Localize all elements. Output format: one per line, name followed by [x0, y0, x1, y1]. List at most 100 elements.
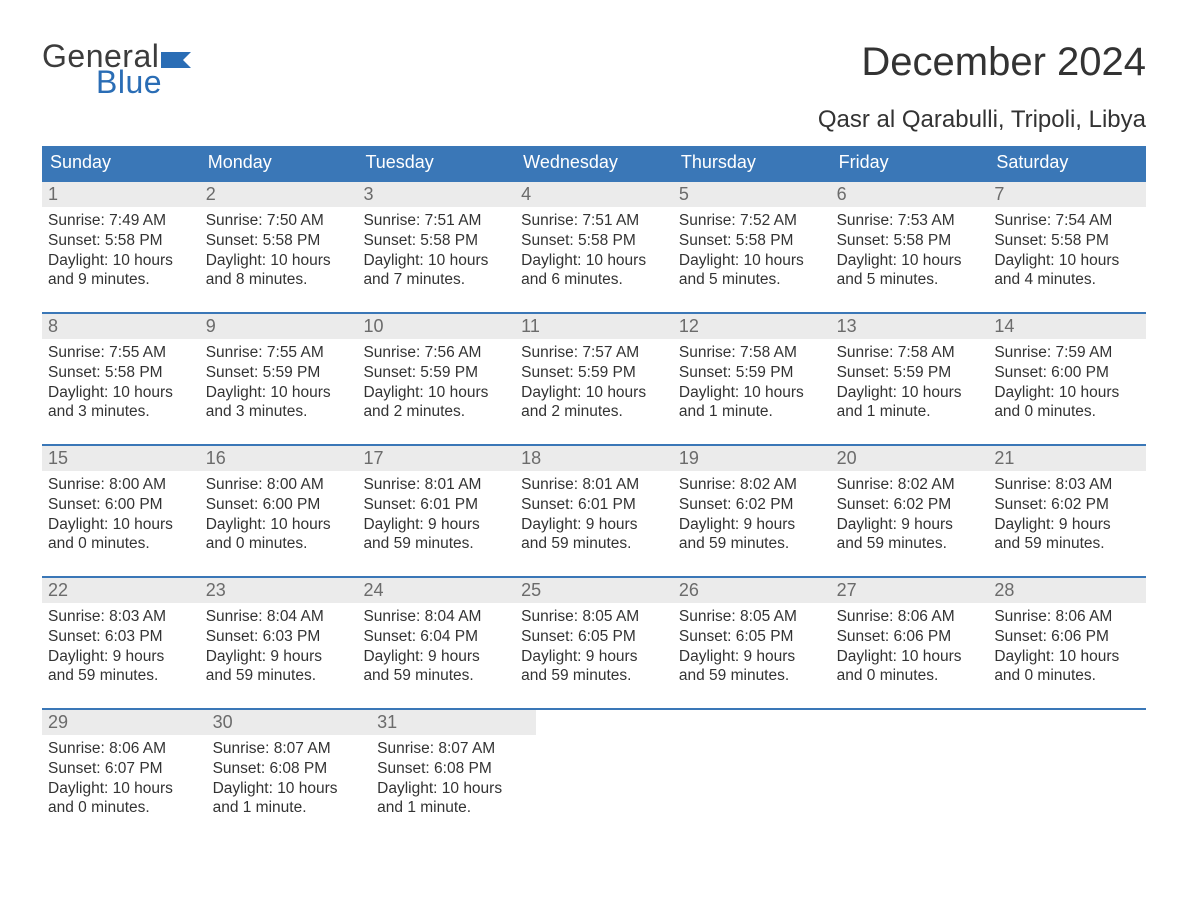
day-d2: and 59 minutes. — [521, 534, 667, 554]
day-number-wrap: 28 — [988, 578, 1146, 603]
day-sunrise: Sunrise: 8:06 AM — [994, 607, 1140, 627]
day-number-wrap: 1 — [42, 182, 200, 207]
day-number-wrap: 12 — [673, 314, 831, 339]
day-d2: and 59 minutes. — [679, 666, 825, 686]
day-number-wrap: 19 — [673, 446, 831, 471]
day-d1: Daylight: 9 hours — [679, 647, 825, 667]
day-cell: 18Sunrise: 8:01 AMSunset: 6:01 PMDayligh… — [515, 446, 673, 562]
weeks-container: 1Sunrise: 7:49 AMSunset: 5:58 PMDaylight… — [42, 180, 1146, 826]
day-sunrise: Sunrise: 8:00 AM — [48, 475, 194, 495]
day-number-wrap: 20 — [831, 446, 989, 471]
day-number: 8 — [48, 316, 194, 337]
day-sunset: Sunset: 5:58 PM — [206, 231, 352, 251]
day-number: 13 — [837, 316, 983, 337]
day-d2: and 1 minute. — [837, 402, 983, 422]
day-number-wrap: 4 — [515, 182, 673, 207]
day-sunrise: Sunrise: 7:53 AM — [837, 211, 983, 231]
day-d2: and 0 minutes. — [48, 534, 194, 554]
day-sunset: Sunset: 5:59 PM — [363, 363, 509, 383]
location: Qasr al Qarabulli, Tripoli, Libya — [42, 106, 1146, 134]
day-sunset: Sunset: 6:00 PM — [206, 495, 352, 515]
weekday-header: Friday — [831, 146, 989, 180]
day-number: 28 — [994, 580, 1140, 601]
week-row: 8Sunrise: 7:55 AMSunset: 5:58 PMDaylight… — [42, 312, 1146, 430]
day-d1: Daylight: 10 hours — [679, 251, 825, 271]
day-number: 12 — [679, 316, 825, 337]
day-cell: 8Sunrise: 7:55 AMSunset: 5:58 PMDaylight… — [42, 314, 200, 430]
day-d1: Daylight: 10 hours — [837, 647, 983, 667]
day-number: 25 — [521, 580, 667, 601]
day-number: 11 — [521, 316, 667, 337]
week-row: 1Sunrise: 7:49 AMSunset: 5:58 PMDaylight… — [42, 180, 1146, 298]
day-sunrise: Sunrise: 8:06 AM — [48, 739, 201, 759]
day-number: 21 — [994, 448, 1140, 469]
day-number-wrap: 11 — [515, 314, 673, 339]
day-d1: Daylight: 9 hours — [521, 515, 667, 535]
day-cell: 31Sunrise: 8:07 AMSunset: 6:08 PMDayligh… — [371, 710, 536, 826]
logo: General Blue — [42, 40, 197, 98]
day-d2: and 0 minutes. — [994, 666, 1140, 686]
day-d2: and 59 minutes. — [994, 534, 1140, 554]
day-number: 29 — [48, 712, 201, 733]
day-d1: Daylight: 9 hours — [994, 515, 1140, 535]
day-sunrise: Sunrise: 7:52 AM — [679, 211, 825, 231]
day-number-wrap: 18 — [515, 446, 673, 471]
day-d1: Daylight: 10 hours — [994, 383, 1140, 403]
day-cell: 15Sunrise: 8:00 AMSunset: 6:00 PMDayligh… — [42, 446, 200, 562]
week-row: 22 Sunrise: 8:03 AMSunset: 6:03 PM Dayligh… — [42, 576, 1146, 694]
weekday-header: Thursday — [673, 146, 831, 180]
day-number: 10 — [363, 316, 509, 337]
day-d1: Daylight: 10 hours — [679, 383, 825, 403]
weekday-header: Saturday — [988, 146, 1146, 180]
day-cell: 20Sunrise: 8:02 AMSunset: 6:02 PMDayligh… — [831, 446, 989, 562]
day-cell: 30Sunrise: 8:07 AMSunset: 6:08 PMDayligh… — [207, 710, 372, 826]
day-sunset: Sunset: 6:03 PM — [48, 627, 194, 647]
day-sunset: Sunset: 5:58 PM — [48, 363, 194, 383]
day-cell: 11Sunrise: 7:57 AMSunset: 5:59 PMDayligh… — [515, 314, 673, 430]
day-cell: 6Sunrise: 7:53 AMSunset: 5:58 PMDaylight… — [831, 182, 989, 298]
day-cell: 19Sunrise: 8:02 AMSunset: 6:02 PMDayligh… — [673, 446, 831, 562]
day-sunset: Sunset: 6:07 PM — [48, 759, 201, 779]
day-d1: Daylight: 9 hours — [363, 647, 509, 667]
weekday-header: Sunday — [42, 146, 200, 180]
day-number: 15 — [48, 448, 194, 469]
day-number-wrap: 7 — [988, 182, 1146, 207]
empty-day — [841, 710, 994, 826]
day-number: 14 — [994, 316, 1140, 337]
day-sunrise: Sunrise: 8:04 AM — [363, 607, 509, 627]
day-number: 17 — [363, 448, 509, 469]
day-sunrise: Sunrise: 7:59 AM — [994, 343, 1140, 363]
day-d2: and 2 minutes. — [363, 402, 509, 422]
day-d2: and 59 minutes. — [206, 666, 352, 686]
day-sunset: Sunset: 6:00 PM — [994, 363, 1140, 383]
day-number: 2 — [206, 184, 352, 205]
week-row: 15Sunrise: 8:00 AMSunset: 6:00 PMDayligh… — [42, 444, 1146, 562]
day-d1: Daylight: 10 hours — [48, 251, 194, 271]
weekday-header: Monday — [200, 146, 358, 180]
day-d2: and 5 minutes. — [837, 270, 983, 290]
day-d1: Daylight: 9 hours — [837, 515, 983, 535]
day-sunset: Sunset: 5:59 PM — [206, 363, 352, 383]
day-number: 19 — [679, 448, 825, 469]
day-cell: 26Sunrise: 8:05 AMSunset: 6:05 PMDayligh… — [673, 578, 831, 694]
day-sunrise: Sunrise: 8:03 AM — [48, 607, 194, 627]
day-cell: 16Sunrise: 8:00 AMSunset: 6:00 PMDayligh… — [200, 446, 358, 562]
day-cell: 12Sunrise: 7:58 AMSunset: 5:59 PMDayligh… — [673, 314, 831, 430]
day-number: 3 — [363, 184, 509, 205]
day-cell: 23Sunrise: 8:04 AMSunset: 6:03 PMDayligh… — [200, 578, 358, 694]
day-sunset: Sunset: 6:05 PM — [679, 627, 825, 647]
title-block: December 2024 — [861, 40, 1146, 85]
day-d2: and 59 minutes. — [48, 666, 194, 686]
day-number-wrap: 31 — [371, 710, 536, 735]
day-d1: Daylight: 10 hours — [363, 251, 509, 271]
day-d2: and 5 minutes. — [679, 270, 825, 290]
day-sunrise: Sunrise: 8:00 AM — [206, 475, 352, 495]
day-d2: and 8 minutes. — [206, 270, 352, 290]
day-sunrise: Sunrise: 7:54 AM — [994, 211, 1140, 231]
day-cell: 3Sunrise: 7:51 AMSunset: 5:58 PMDaylight… — [357, 182, 515, 298]
day-sunrise: Sunrise: 8:01 AM — [363, 475, 509, 495]
day-d2: and 0 minutes. — [994, 402, 1140, 422]
day-number: 22 — [48, 580, 194, 601]
day-number: 6 — [837, 184, 983, 205]
calendar: SundayMondayTuesdayWednesdayThursdayFrid… — [42, 146, 1146, 826]
